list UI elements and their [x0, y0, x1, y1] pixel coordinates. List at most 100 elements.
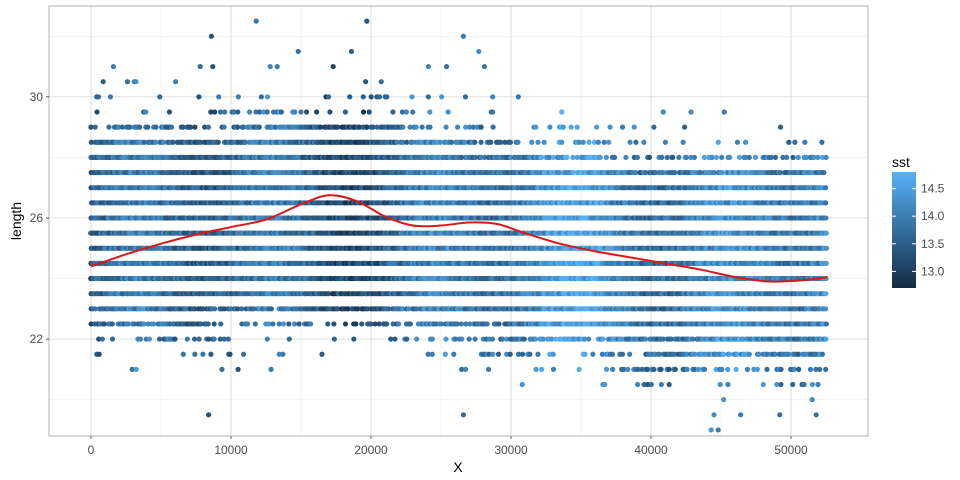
data-point — [633, 169, 639, 176]
data-point — [719, 169, 725, 176]
data-point — [198, 321, 204, 327]
data-point — [784, 154, 790, 161]
data-point — [823, 321, 829, 327]
data-point — [746, 351, 752, 357]
data-point — [129, 366, 135, 372]
data-point — [823, 200, 829, 206]
data-point — [795, 351, 802, 357]
data-point — [721, 351, 727, 357]
data-point — [823, 260, 829, 266]
data-point — [713, 154, 720, 161]
data-point — [803, 154, 809, 161]
data-point — [192, 124, 198, 130]
data-point — [353, 321, 359, 327]
data-point — [496, 321, 502, 327]
data-point — [458, 321, 464, 327]
data-point — [268, 366, 274, 372]
data-point — [795, 154, 801, 161]
data-point — [660, 169, 666, 176]
data-point — [582, 336, 588, 342]
data-point — [268, 306, 274, 312]
data-point — [399, 306, 406, 312]
data-point — [570, 169, 577, 176]
data-point — [137, 124, 143, 130]
data-point — [463, 321, 469, 327]
data-point — [635, 366, 641, 372]
data-point — [764, 366, 770, 372]
data-point — [488, 139, 494, 145]
data-point — [715, 139, 721, 145]
data-point — [153, 124, 159, 130]
data-point — [746, 154, 752, 161]
data-point — [454, 321, 460, 327]
data-point — [791, 366, 797, 372]
data-point — [429, 351, 435, 357]
data-point — [187, 124, 194, 130]
data-point — [734, 139, 741, 145]
data-point — [529, 139, 535, 145]
data-point — [396, 321, 402, 327]
data-point — [198, 139, 204, 145]
data-point — [772, 351, 778, 357]
data-point — [752, 154, 759, 161]
data-point — [580, 139, 586, 145]
data-point — [109, 321, 115, 327]
data-point — [610, 366, 616, 372]
data-point — [407, 321, 414, 327]
data-point — [115, 124, 122, 130]
data-point — [184, 336, 190, 342]
data-point — [719, 366, 725, 372]
data-point — [623, 154, 629, 161]
data-point — [780, 154, 786, 161]
data-point — [813, 366, 819, 372]
data-point — [170, 139, 176, 145]
data-point — [133, 366, 139, 372]
data-point — [822, 306, 829, 312]
data-point — [713, 366, 719, 372]
data-point — [590, 351, 596, 357]
data-point — [145, 124, 151, 130]
data-point — [651, 366, 657, 372]
data-point — [645, 381, 651, 388]
data-point — [462, 366, 469, 372]
data-point — [368, 321, 374, 327]
data-point — [355, 306, 361, 312]
data-point — [244, 321, 251, 327]
data-point — [392, 336, 398, 342]
data-point — [809, 397, 815, 403]
data-point — [742, 139, 749, 145]
data-point — [726, 351, 733, 357]
data-point — [462, 139, 469, 145]
data-point — [478, 139, 484, 145]
data-point — [96, 336, 102, 342]
data-point — [156, 336, 163, 342]
data-point — [540, 336, 546, 342]
data-point — [668, 336, 674, 342]
data-point — [692, 366, 698, 372]
data-point — [664, 154, 670, 161]
data-point — [807, 366, 814, 372]
data-point — [239, 321, 245, 327]
data-point — [466, 321, 473, 327]
data-point — [153, 139, 159, 145]
data-point — [641, 381, 647, 388]
data-point — [227, 351, 233, 357]
data-point — [459, 366, 465, 372]
data-point — [576, 139, 582, 145]
data-point — [192, 351, 198, 357]
data-point — [502, 139, 508, 145]
data-point — [331, 336, 337, 342]
data-point — [725, 366, 731, 372]
data-point — [550, 366, 557, 372]
data-point — [451, 351, 457, 357]
data-point — [215, 139, 221, 145]
data-point — [180, 351, 186, 357]
data-point — [272, 124, 279, 130]
data-point — [559, 139, 565, 145]
data-point — [621, 366, 627, 372]
data-point — [656, 351, 663, 357]
data-point — [609, 351, 616, 357]
data-point — [345, 306, 351, 312]
data-point — [452, 336, 459, 342]
data-point — [515, 351, 522, 357]
